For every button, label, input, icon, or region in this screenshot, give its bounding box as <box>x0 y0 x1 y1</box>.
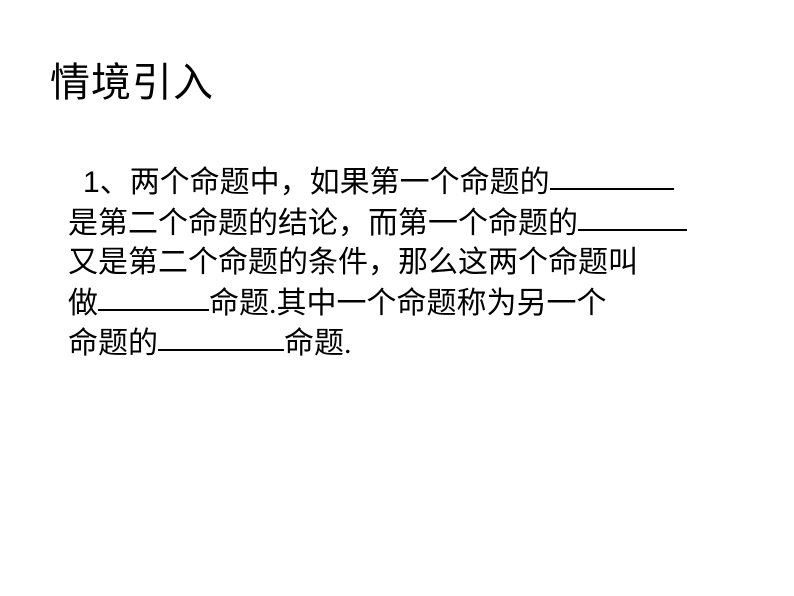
slide-content: 1、两个命题中，如果第一个命题的 是第二个命题的结论，而第一个命题的 又是第二个… <box>50 162 744 364</box>
line1-text: 两个命题中，如果第一个命题的 <box>130 166 550 199</box>
blank-1 <box>550 160 674 190</box>
line2-text: 是第二个命题的结论，而第一个命题的 <box>68 207 578 240</box>
line3-text: 又是第二个命题的条件，那么这两个命题叫 <box>68 246 638 279</box>
item-number: 1 <box>83 166 100 199</box>
line4-text2: 命题.其中一个命题称为另一个 <box>209 287 607 320</box>
slide-title: 情境引入 <box>50 50 744 108</box>
indent-space <box>68 166 83 199</box>
blank-2 <box>578 201 687 231</box>
content-line-2: 是第二个命题的结论，而第一个命题的 <box>68 203 744 244</box>
content-line-4: 做 命题.其中一个命题称为另一个 <box>68 283 744 324</box>
content-line-3: 又是第二个命题的条件，那么这两个命题叫 <box>68 243 744 283</box>
line5-text2: 命题. <box>284 327 352 360</box>
content-line-5: 命题的 命题. <box>68 323 744 364</box>
blank-3 <box>98 281 209 311</box>
line4-text1: 做 <box>68 287 98 320</box>
slide-container: 情境引入 1、两个命题中，如果第一个命题的 是第二个命题的结论，而第一个命题的 … <box>0 0 794 596</box>
content-line-1: 1、两个命题中，如果第一个命题的 <box>68 162 744 203</box>
separator: 、 <box>100 166 130 199</box>
line5-text1: 命题的 <box>68 327 158 360</box>
blank-4 <box>158 321 284 351</box>
